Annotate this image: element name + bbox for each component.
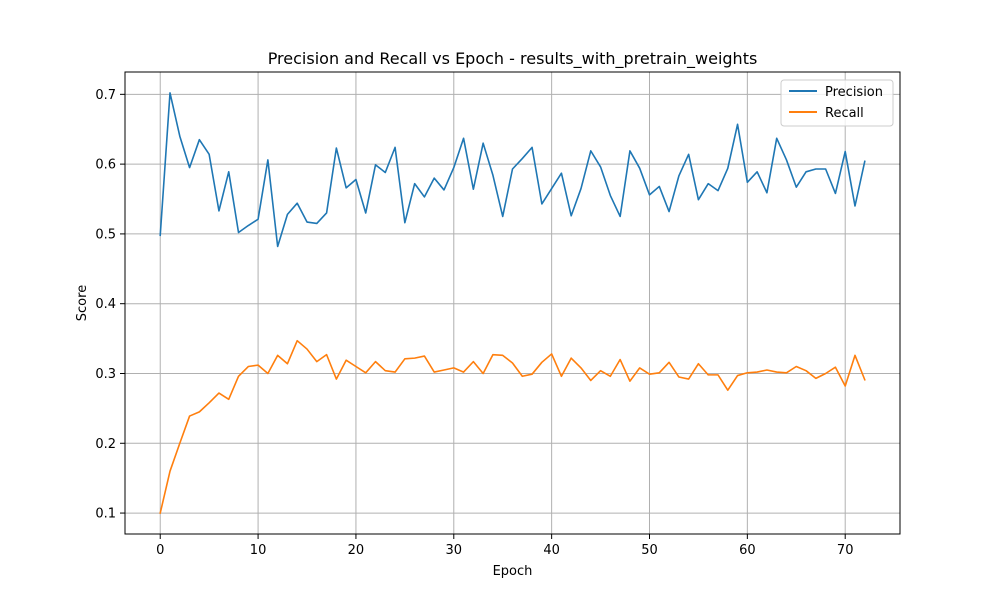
x-tick-label: 10 (250, 543, 267, 558)
legend-label-recall: Recall (825, 106, 864, 121)
series-line-precision (159, 92, 866, 248)
series-line-recall (159, 339, 866, 515)
y-tick-label: 0.2 (95, 437, 116, 452)
y-tick-label: 0.6 (95, 158, 116, 173)
x-axis-label: Epoch (493, 564, 533, 579)
y-tick-label: 0.4 (95, 297, 116, 312)
y-tick-label: 0.7 (95, 88, 116, 103)
axis-ticks: 0 10 20 30 40 50 60 70 0.1 0.2 0.3 0.4 0.5 0.6 0.7 (95, 88, 853, 558)
x-tick-label: 40 (543, 543, 560, 558)
series-lines (159, 92, 866, 515)
y-tick-label: 0.3 (95, 367, 116, 382)
plot-area (125, 72, 900, 534)
x-tick-label: 50 (641, 543, 658, 558)
legend: Precision Recall (780, 79, 894, 127)
x-tick-label: 30 (446, 543, 463, 558)
x-tick-label: 70 (837, 543, 854, 558)
x-tick-label: 0 (156, 543, 164, 558)
plot-frame (124, 71, 901, 535)
x-tick-label: 60 (739, 543, 756, 558)
y-tick-label: 0.5 (95, 227, 116, 242)
chart-title: Precision and Recall vs Epoch - results_… (268, 49, 758, 69)
grid-lines (125, 72, 900, 534)
legend-label-precision: Precision (825, 85, 883, 100)
y-axis-label: Score (75, 285, 90, 321)
y-tick-label: 0.1 (95, 507, 116, 522)
x-tick-label: 20 (348, 543, 365, 558)
